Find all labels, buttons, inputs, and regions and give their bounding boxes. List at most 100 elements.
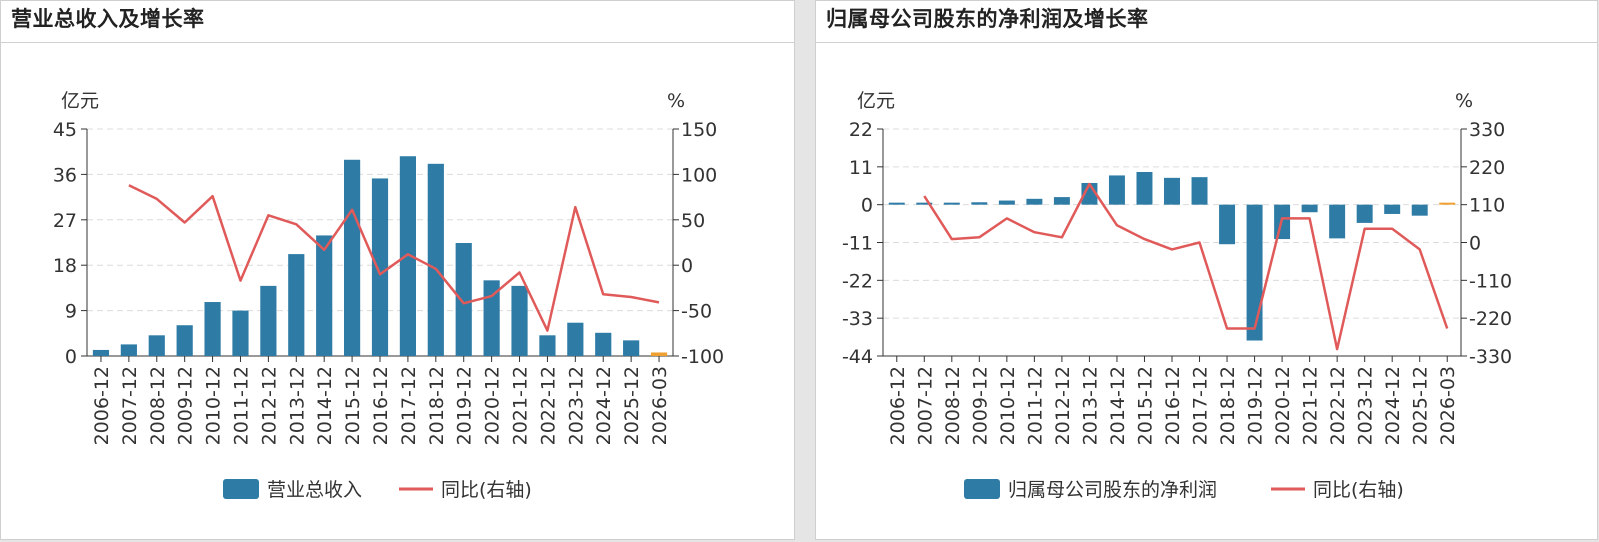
y-left-unit-label: 亿元 bbox=[857, 90, 895, 112]
x-tick-label: 2022-12 bbox=[1327, 366, 1349, 445]
x-tick-label: 2014-12 bbox=[314, 366, 336, 445]
bar bbox=[371, 178, 389, 356]
bar bbox=[595, 332, 612, 356]
x-tick-label: 2010-12 bbox=[997, 366, 1019, 445]
y-right-tick-label: 0 bbox=[681, 255, 693, 277]
bar bbox=[344, 159, 361, 356]
x-tick-label: 2023-12 bbox=[565, 366, 587, 445]
bar bbox=[1246, 204, 1263, 341]
bar bbox=[399, 156, 416, 356]
bar bbox=[120, 344, 137, 356]
y-right-tick-label: 50 bbox=[681, 210, 705, 232]
x-tick-label: 2025-12 bbox=[621, 366, 643, 445]
x-tick-label: 2018-12 bbox=[426, 366, 448, 445]
x-tick-label: 2011-12 bbox=[230, 366, 252, 445]
bar bbox=[148, 335, 165, 356]
bar bbox=[232, 310, 249, 356]
y-right-unit-label: % bbox=[667, 90, 685, 112]
y-left-tick-label: 0 bbox=[65, 346, 77, 368]
bar bbox=[1301, 204, 1318, 213]
bar bbox=[998, 200, 1015, 205]
bar bbox=[1191, 177, 1208, 205]
x-tick-label: 2024-12 bbox=[1382, 366, 1404, 445]
y-right-tick-label: 150 bbox=[681, 119, 717, 141]
y-left-tick-label: -11 bbox=[842, 233, 873, 255]
net-profit-chart-svg: -44-33-22-1101122-330-220-1100110220330亿… bbox=[842, 90, 1512, 501]
revenue-chart-title: 营业总收入及增长率 bbox=[11, 7, 205, 31]
x-tick-label: 2021-12 bbox=[1300, 366, 1322, 445]
bar bbox=[1136, 171, 1153, 205]
x-tick-label: 2007-12 bbox=[119, 366, 141, 445]
x-tick-label: 2016-12 bbox=[370, 366, 392, 445]
y-right-tick-label: -330 bbox=[1469, 346, 1512, 368]
x-tick-label: 2023-12 bbox=[1355, 366, 1377, 445]
net-profit-chart-panel: 归属母公司股东的净利润及增长率 -44 -33 -22 -11 0 11 22 -330 -22… bbox=[815, 0, 1598, 540]
y-right-tick-label: -220 bbox=[1469, 308, 1512, 330]
x-tick-label: 2008-12 bbox=[147, 366, 169, 445]
x-tick-label: 2017-12 bbox=[398, 366, 420, 445]
y-left-tick-label: 9 bbox=[65, 301, 77, 323]
bar bbox=[1026, 198, 1043, 205]
x-tick-label: 2025-12 bbox=[1410, 366, 1432, 445]
x-tick-label: 2020-12 bbox=[482, 366, 504, 445]
bar bbox=[1053, 197, 1070, 205]
x-tick-label: 2006-12 bbox=[887, 366, 909, 445]
x-tick-label: 2021-12 bbox=[510, 366, 532, 445]
bar bbox=[1108, 175, 1125, 205]
x-tick-label: 2018-12 bbox=[1217, 366, 1239, 445]
bar bbox=[288, 254, 305, 356]
x-tick-label: 2015-12 bbox=[1134, 366, 1156, 445]
y-left-tick-label: 18 bbox=[53, 255, 77, 277]
x-tick-label: 2007-12 bbox=[914, 366, 936, 445]
bar bbox=[1164, 177, 1180, 205]
bar bbox=[204, 302, 221, 356]
y-right-tick-label: -50 bbox=[681, 301, 712, 323]
bar bbox=[943, 202, 960, 205]
bar bbox=[1439, 202, 1456, 205]
bar bbox=[455, 243, 472, 356]
x-tick-label: 2013-12 bbox=[286, 366, 308, 445]
bar bbox=[1329, 204, 1346, 239]
bar bbox=[176, 325, 193, 356]
x-tick-label: 2024-12 bbox=[593, 366, 615, 445]
bar bbox=[888, 202, 905, 205]
y-right-tick-label: 100 bbox=[681, 164, 717, 186]
x-tick-label: 2015-12 bbox=[342, 366, 364, 445]
legend-bar-label: 归属母公司股东的净利润 bbox=[1008, 479, 1217, 501]
x-tick-label: 2008-12 bbox=[942, 366, 964, 445]
revenue-chart-header: 营业总收入及增长率 bbox=[1, 1, 794, 43]
y-left-tick-label: 27 bbox=[53, 210, 77, 232]
bar bbox=[260, 285, 277, 356]
y-left-tick-label: 22 bbox=[849, 119, 873, 141]
x-tick-label: 2019-12 bbox=[454, 366, 476, 445]
y-left-tick-label: -44 bbox=[842, 346, 873, 368]
x-tick-label: 2020-12 bbox=[1272, 366, 1294, 445]
x-tick-label: 2009-12 bbox=[175, 366, 197, 445]
bar bbox=[650, 352, 668, 356]
y-right-unit-label: % bbox=[1455, 90, 1473, 112]
x-tick-label: 2006-12 bbox=[91, 366, 113, 445]
net-profit-chart-title: 归属母公司股东的净利润及增长率 bbox=[826, 7, 1149, 31]
x-tick-label: 2012-12 bbox=[1052, 366, 1074, 445]
bar bbox=[1356, 204, 1373, 223]
bar bbox=[539, 335, 556, 356]
bar bbox=[971, 202, 988, 205]
y-right-tick-label: 110 bbox=[1469, 195, 1505, 217]
y-left-tick-label: 11 bbox=[849, 157, 873, 179]
y-left-tick-label: -33 bbox=[842, 308, 873, 330]
yoy-growth-line bbox=[128, 184, 660, 332]
bar bbox=[92, 349, 110, 356]
y-right-tick-label: -100 bbox=[681, 346, 724, 368]
x-tick-label: 2016-12 bbox=[1162, 366, 1184, 445]
y-left-unit-label: 亿元 bbox=[61, 90, 99, 112]
legend-bar-label: 营业总收入 bbox=[267, 479, 362, 501]
x-tick-label: 2011-12 bbox=[1024, 366, 1046, 445]
bar bbox=[316, 235, 333, 356]
x-tick-label: 2022-12 bbox=[537, 366, 559, 445]
y-left-tick-label: 45 bbox=[53, 119, 77, 141]
yoy-growth-line bbox=[923, 182, 1449, 351]
x-tick-label: 2010-12 bbox=[203, 366, 225, 445]
legend-line-label: 同比(右轴) bbox=[441, 479, 532, 501]
bar bbox=[916, 202, 933, 205]
revenue-chart-svg: 0 9 18 27 36 45 -100 -50 0 50 100 150 亿元 % 2006-12 2007… bbox=[53, 90, 724, 501]
